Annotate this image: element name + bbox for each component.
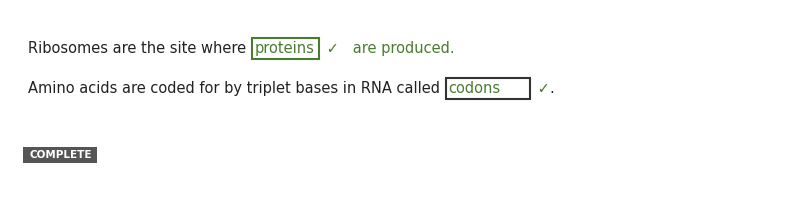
Text: ✓: ✓ (532, 81, 549, 96)
Text: proteins: proteins (255, 41, 315, 56)
Text: Amino acids are coded for by triplet bases in RNA called: Amino acids are coded for by triplet bas… (28, 81, 445, 96)
Bar (252, 38, 319, 59)
Text: codons: codons (449, 81, 501, 96)
Text: ✓   are produced.: ✓ are produced. (321, 41, 454, 56)
Bar (446, 78, 530, 99)
Text: .: . (549, 81, 554, 96)
Bar (23, 147, 97, 163)
Text: Ribosomes are the site where: Ribosomes are the site where (28, 41, 250, 56)
Text: COMPLETE: COMPLETE (30, 150, 92, 161)
